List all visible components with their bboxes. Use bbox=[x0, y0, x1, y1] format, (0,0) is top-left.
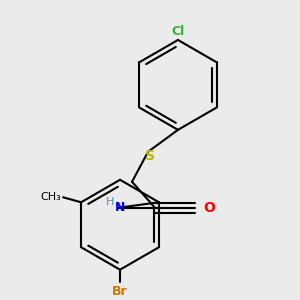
Text: N: N bbox=[115, 201, 125, 214]
Text: Cl: Cl bbox=[171, 26, 184, 38]
Text: Br: Br bbox=[112, 285, 128, 298]
Text: H: H bbox=[106, 197, 114, 207]
Text: CH₃: CH₃ bbox=[41, 192, 62, 202]
Text: O: O bbox=[203, 201, 215, 215]
Text: S: S bbox=[145, 149, 155, 163]
